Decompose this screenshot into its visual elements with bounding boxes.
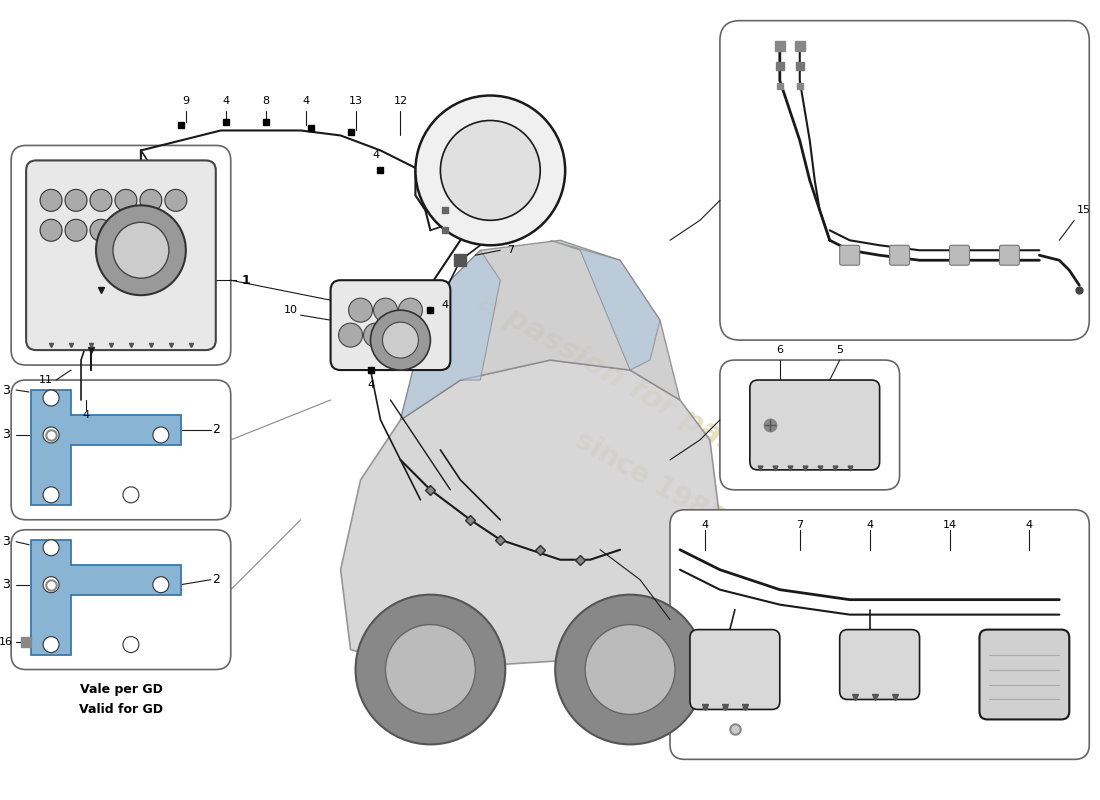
Text: Valid for GD: Valid for GD (79, 703, 163, 716)
Polygon shape (400, 240, 680, 420)
Circle shape (349, 298, 373, 322)
Circle shape (96, 206, 186, 295)
Circle shape (398, 298, 422, 322)
FancyBboxPatch shape (949, 246, 969, 266)
Circle shape (585, 625, 675, 714)
Circle shape (140, 190, 162, 211)
Text: 4: 4 (442, 300, 449, 310)
Text: 3: 3 (2, 578, 10, 591)
FancyBboxPatch shape (979, 630, 1069, 719)
Text: Vale per GD: Vale per GD (79, 683, 163, 696)
Circle shape (165, 190, 187, 211)
Text: 3: 3 (2, 429, 10, 442)
Text: since 1985: since 1985 (856, 171, 943, 230)
FancyBboxPatch shape (26, 161, 216, 350)
Polygon shape (341, 360, 719, 670)
Circle shape (65, 190, 87, 211)
Circle shape (40, 190, 62, 211)
Text: 4: 4 (1026, 520, 1033, 530)
Circle shape (371, 310, 430, 370)
Polygon shape (31, 390, 180, 505)
Circle shape (43, 540, 59, 556)
Text: 14: 14 (943, 520, 957, 530)
Circle shape (374, 298, 397, 322)
Text: 8: 8 (262, 95, 270, 106)
Text: 1: 1 (241, 274, 250, 286)
Text: since 1985: since 1985 (570, 426, 730, 534)
Text: 4: 4 (82, 410, 89, 420)
FancyBboxPatch shape (11, 146, 231, 365)
FancyBboxPatch shape (11, 380, 231, 520)
Text: 4: 4 (866, 520, 873, 530)
FancyBboxPatch shape (839, 246, 860, 266)
Circle shape (43, 427, 59, 443)
FancyBboxPatch shape (750, 380, 880, 470)
FancyBboxPatch shape (719, 21, 1089, 340)
Text: 3: 3 (2, 383, 10, 397)
FancyBboxPatch shape (1000, 246, 1020, 266)
Circle shape (416, 95, 565, 246)
Circle shape (355, 594, 505, 745)
FancyBboxPatch shape (11, 530, 231, 670)
Circle shape (43, 637, 59, 653)
Circle shape (153, 577, 169, 593)
Text: 5: 5 (836, 345, 844, 355)
FancyBboxPatch shape (890, 246, 910, 266)
Polygon shape (400, 250, 500, 420)
Text: 13: 13 (349, 95, 363, 106)
Circle shape (43, 390, 59, 406)
Text: 4: 4 (302, 95, 309, 106)
Text: 3: 3 (2, 535, 10, 548)
Circle shape (113, 222, 169, 278)
FancyBboxPatch shape (670, 510, 1089, 759)
Text: 4: 4 (367, 380, 374, 390)
Text: 7: 7 (507, 246, 514, 255)
Text: 11: 11 (40, 375, 53, 385)
Text: 9: 9 (183, 95, 189, 106)
FancyBboxPatch shape (690, 630, 780, 710)
Circle shape (90, 219, 112, 242)
FancyBboxPatch shape (719, 360, 900, 490)
Text: 2: 2 (212, 423, 220, 437)
Circle shape (123, 637, 139, 653)
Text: 6: 6 (777, 345, 783, 355)
Circle shape (385, 625, 475, 714)
Circle shape (90, 190, 112, 211)
Text: 7: 7 (796, 520, 803, 530)
Text: 4: 4 (372, 150, 379, 161)
Circle shape (123, 487, 139, 503)
FancyBboxPatch shape (839, 630, 920, 699)
Text: 12: 12 (394, 95, 407, 106)
Text: 16: 16 (0, 637, 13, 646)
Polygon shape (31, 540, 180, 654)
Circle shape (65, 219, 87, 242)
Text: 4: 4 (222, 95, 229, 106)
Circle shape (40, 219, 62, 242)
Circle shape (556, 594, 705, 745)
Circle shape (440, 121, 540, 220)
Polygon shape (550, 240, 660, 370)
Text: 10: 10 (284, 305, 298, 315)
FancyBboxPatch shape (331, 280, 450, 370)
Circle shape (43, 487, 59, 503)
Circle shape (363, 323, 387, 347)
Circle shape (339, 323, 363, 347)
Circle shape (153, 427, 169, 443)
Text: 15: 15 (1077, 206, 1091, 215)
Text: 2: 2 (212, 573, 220, 586)
Circle shape (383, 322, 418, 358)
Circle shape (43, 577, 59, 593)
Text: 4: 4 (702, 520, 708, 530)
Text: a passion for parts: a passion for parts (473, 286, 768, 474)
Circle shape (116, 190, 136, 211)
